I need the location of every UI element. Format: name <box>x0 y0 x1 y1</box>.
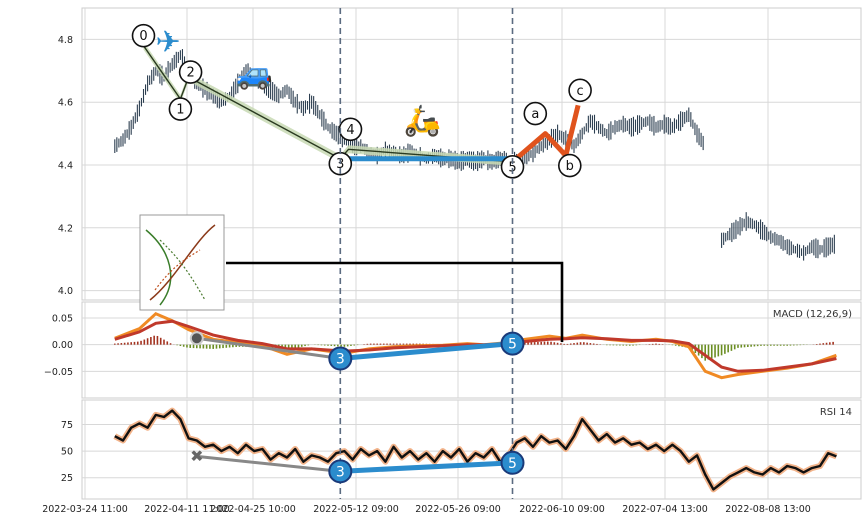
x-tick-label: 2022-03-24 11:00 <box>42 504 128 515</box>
macd-reference-line <box>196 336 341 361</box>
thumbnail-curve <box>154 249 201 291</box>
correction-wave-line <box>510 104 581 164</box>
wave-point-label: 3 <box>336 157 344 172</box>
wave-point-label: 4 <box>346 123 354 138</box>
rsi-y-tick-label: 25 <box>61 473 73 484</box>
thumbnail-curve <box>159 239 206 301</box>
x-tick-label: 2022-05-12 09:00 <box>313 504 399 515</box>
strategy-thumbnail-art <box>145 224 216 306</box>
thumbnail-connector <box>226 261 564 342</box>
macd-panel <box>114 311 837 380</box>
macd-divergence-label: 3 <box>336 352 345 368</box>
macd-y-tick-label: −0.05 <box>44 367 73 378</box>
scooter-icon: 🛵 <box>404 103 441 138</box>
wave-point-circle <box>557 153 582 178</box>
macd-y-tick-label: 0.05 <box>52 314 73 325</box>
macd-y-tick-label: 0.00 <box>52 340 73 351</box>
macd-divergence-marker <box>500 331 525 356</box>
x-tick-label: 2022-04-25 10:00 <box>210 504 296 515</box>
wave-point-circle <box>568 78 592 103</box>
wave-point-label: b <box>566 159 574 174</box>
wave-point-label: a <box>531 107 539 122</box>
rsi-divergence-marker <box>328 459 353 484</box>
x-tick-label: 2022-04-11 11:00 <box>144 504 230 515</box>
price-panel: ✈ 🚙 🛵 <box>114 25 835 261</box>
strategy-thumbnail <box>139 214 225 311</box>
macd-divergence-line <box>340 341 513 362</box>
rsi-divergence-label: 5 <box>508 456 517 472</box>
wave-point-circle <box>178 60 203 84</box>
airplane-icon: ✈ <box>156 25 181 60</box>
wave-point-circle <box>168 97 193 121</box>
macd-divergence-label: 5 <box>508 337 517 353</box>
rsi-reference-line <box>196 454 341 473</box>
wave-point-label: c <box>577 84 584 99</box>
price-frame <box>81 7 862 301</box>
price-y-tick-label: 4.8 <box>58 35 73 46</box>
x-tick-label: 2022-05-26 09:00 <box>415 504 501 515</box>
x-tick-label: 2022-06-10 09:00 <box>519 504 605 515</box>
price-y-tick-label: 4.2 <box>58 223 73 234</box>
wave-point-label: 1 <box>176 103 184 118</box>
rsi-reference-marker: ✖ <box>190 446 203 465</box>
macd-divergence-marker <box>328 346 353 371</box>
car-icon: 🚙 <box>236 56 273 91</box>
overlay: 0 1 2 3 4 5 a b c 3 5 3 5 <box>131 8 592 499</box>
wave-point-circle <box>131 23 156 48</box>
price-y-tick-label: 4.6 <box>58 98 73 109</box>
rsi-y-tick-label: 75 <box>61 420 73 431</box>
price-y-tick-label: 4.4 <box>58 160 73 171</box>
rsi-divergence-label: 3 <box>336 464 345 480</box>
impulse-wave-band <box>143 41 513 166</box>
wave-point-label: 5 <box>508 160 516 175</box>
rsi-divergence-line <box>340 460 513 474</box>
wave-point-label: 2 <box>186 66 194 81</box>
x-tick-label: 2022-07-04 13:00 <box>622 504 708 515</box>
wave-point-circle <box>523 101 548 126</box>
macd-reference-dot <box>189 331 204 346</box>
wave-point-circle <box>500 155 525 179</box>
rsi-frame <box>81 399 862 500</box>
impulse-wave-line <box>142 45 513 163</box>
x-tick-label: 2022-08-08 13:00 <box>725 504 811 515</box>
thumbnail-curve <box>145 229 172 306</box>
rsi-panel: ✖ <box>113 407 838 493</box>
macd-frame <box>81 301 862 399</box>
rsi-panel-label: RSI 14 <box>820 407 852 418</box>
rsi-y-tick-label: 50 <box>61 447 73 458</box>
wave-point-label: 0 <box>139 29 147 44</box>
macd-panel-label: MACD (12,26,9) <box>773 309 852 320</box>
axes: 2022-03-24 11:00 2022-04-11 11:002022-04-… <box>42 35 811 515</box>
rsi-line <box>114 409 837 491</box>
rsi-divergence-marker <box>500 450 525 475</box>
price-y-tick-label: 4.0 <box>58 286 73 297</box>
